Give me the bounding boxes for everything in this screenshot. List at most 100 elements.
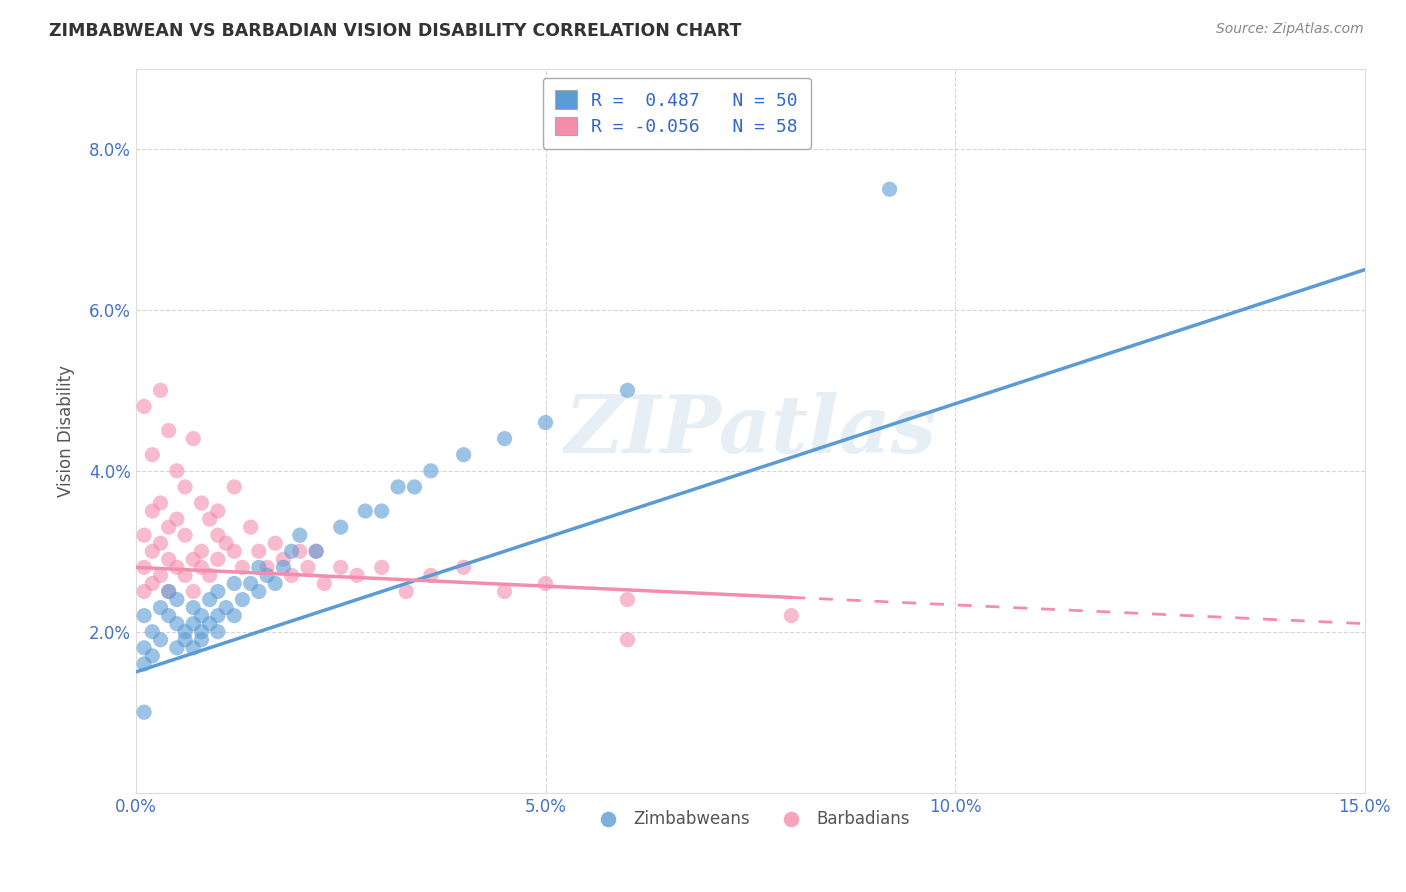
Point — [273, 552, 295, 566]
Point — [166, 592, 188, 607]
Point — [280, 544, 302, 558]
Point — [780, 608, 803, 623]
Point — [239, 576, 262, 591]
Point — [134, 400, 156, 414]
Point — [166, 616, 188, 631]
Point — [207, 608, 229, 623]
Point — [157, 520, 180, 534]
Point — [215, 600, 238, 615]
Point — [280, 568, 302, 582]
Point — [190, 544, 212, 558]
Point — [198, 512, 221, 526]
Point — [166, 464, 188, 478]
Point — [239, 520, 262, 534]
Point — [297, 560, 319, 574]
Point — [305, 544, 328, 558]
Point — [419, 464, 441, 478]
Point — [181, 432, 204, 446]
Point — [149, 536, 172, 550]
Point — [166, 560, 188, 574]
Point — [616, 592, 638, 607]
Point — [190, 632, 212, 647]
Point — [879, 182, 901, 196]
Point — [174, 480, 197, 494]
Point — [314, 576, 336, 591]
Point — [149, 384, 172, 398]
Point — [354, 504, 377, 518]
Y-axis label: Vision Disability: Vision Disability — [58, 365, 75, 497]
Point — [288, 528, 311, 542]
Point — [174, 528, 197, 542]
Point — [256, 568, 278, 582]
Point — [224, 576, 246, 591]
Point — [395, 584, 418, 599]
Point — [149, 632, 172, 647]
Point — [174, 568, 197, 582]
Point — [134, 608, 156, 623]
Point — [370, 504, 392, 518]
Point — [453, 560, 475, 574]
Point — [149, 600, 172, 615]
Point — [141, 448, 163, 462]
Point — [247, 560, 270, 574]
Point — [157, 608, 180, 623]
Point — [181, 616, 204, 631]
Point — [166, 512, 188, 526]
Point — [141, 624, 163, 639]
Point — [264, 536, 287, 550]
Point — [534, 576, 557, 591]
Point — [141, 648, 163, 663]
Point — [157, 584, 180, 599]
Point — [174, 632, 197, 647]
Point — [305, 544, 328, 558]
Point — [149, 496, 172, 510]
Point — [224, 544, 246, 558]
Point — [181, 640, 204, 655]
Point — [207, 584, 229, 599]
Point — [453, 448, 475, 462]
Point — [264, 576, 287, 591]
Point — [207, 528, 229, 542]
Point — [616, 384, 638, 398]
Point — [141, 504, 163, 518]
Point — [207, 552, 229, 566]
Point — [616, 632, 638, 647]
Point — [224, 480, 246, 494]
Point — [207, 624, 229, 639]
Point — [329, 560, 352, 574]
Point — [534, 416, 557, 430]
Point — [134, 657, 156, 671]
Text: Source: ZipAtlas.com: Source: ZipAtlas.com — [1216, 22, 1364, 37]
Point — [247, 544, 270, 558]
Point — [166, 640, 188, 655]
Point — [190, 560, 212, 574]
Point — [157, 552, 180, 566]
Point — [494, 584, 516, 599]
Point — [288, 544, 311, 558]
Point — [134, 640, 156, 655]
Point — [149, 568, 172, 582]
Point — [157, 424, 180, 438]
Point — [215, 536, 238, 550]
Point — [181, 552, 204, 566]
Point — [370, 560, 392, 574]
Point — [157, 584, 180, 599]
Point — [224, 608, 246, 623]
Point — [198, 616, 221, 631]
Point — [141, 576, 163, 591]
Point — [134, 560, 156, 574]
Point — [247, 584, 270, 599]
Point — [190, 496, 212, 510]
Point — [134, 584, 156, 599]
Point — [190, 624, 212, 639]
Point — [346, 568, 368, 582]
Point — [198, 568, 221, 582]
Point — [181, 600, 204, 615]
Text: ZIPatlas: ZIPatlas — [564, 392, 936, 469]
Point — [190, 608, 212, 623]
Point — [404, 480, 426, 494]
Point — [181, 584, 204, 599]
Legend: Zimbabweans, Barbadians: Zimbabweans, Barbadians — [585, 804, 917, 835]
Point — [231, 592, 253, 607]
Point — [207, 504, 229, 518]
